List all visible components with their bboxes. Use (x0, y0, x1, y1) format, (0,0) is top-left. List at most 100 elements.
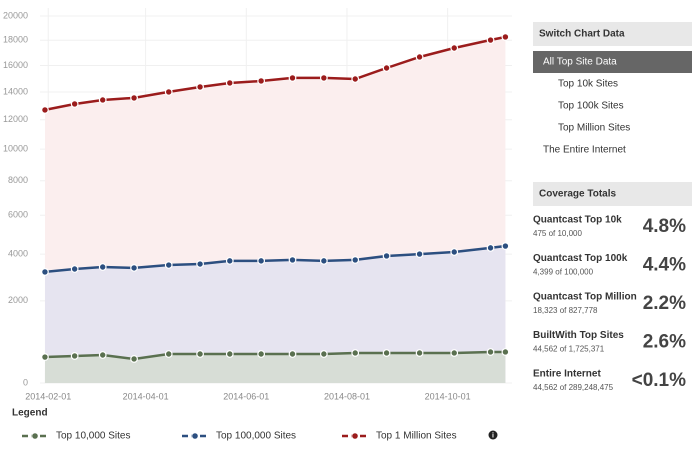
data-point[interactable] (225, 79, 234, 87)
option-selected-bg (533, 51, 692, 73)
data-point[interactable] (351, 349, 360, 357)
data-point[interactable] (70, 100, 79, 108)
data-point[interactable] (98, 351, 107, 359)
data-point[interactable] (501, 33, 510, 41)
chart-option[interactable]: The Entire Internet (543, 145, 626, 156)
data-point[interactable] (130, 94, 138, 102)
y-tick-label: 16000 (3, 60, 28, 70)
legend-swatch-dot (31, 432, 39, 440)
chart-option[interactable]: Top 10k Sites (558, 79, 618, 90)
data-point[interactable] (382, 349, 391, 357)
data-point[interactable] (41, 106, 49, 114)
data-point[interactable] (501, 348, 510, 356)
data-point[interactable] (415, 250, 424, 258)
coverage-name: Entire Internet (533, 369, 601, 380)
data-point[interactable] (164, 350, 173, 358)
x-tick-label: 2014-04-01 (123, 391, 169, 401)
legend-label[interactable]: Top 1 Million Sites (376, 431, 457, 442)
data-point[interactable] (415, 349, 424, 357)
data-point[interactable] (415, 53, 424, 61)
legend-swatch-dot (351, 432, 359, 440)
legend-label[interactable]: Top 10,000 Sites (56, 431, 131, 442)
data-point[interactable] (70, 265, 79, 273)
data-point[interactable] (319, 256, 328, 265)
coverage-name: Quantcast Top 100k (533, 253, 628, 264)
switch-title: Switch Chart Data (539, 29, 625, 40)
series-line (44, 350, 506, 361)
data-point[interactable] (486, 348, 495, 356)
series-line (44, 35, 506, 112)
coverage-detail: 475 of 10,000 (533, 229, 582, 238)
data-point[interactable] (288, 256, 297, 264)
data-point[interactable] (257, 77, 266, 85)
data-point[interactable] (41, 268, 49, 276)
data-point[interactable] (450, 349, 459, 357)
data-point[interactable] (450, 44, 459, 52)
data-point[interactable] (164, 88, 173, 96)
coverage-detail: 44,562 of 289,248,475 (533, 383, 614, 392)
data-point[interactable] (225, 256, 234, 265)
data-point[interactable] (98, 263, 107, 271)
area (44, 246, 506, 383)
coverage-percent: 2.6% (643, 332, 686, 353)
data-point[interactable] (288, 74, 297, 82)
chart-option[interactable]: All Top Site Data (543, 57, 617, 68)
data-point[interactable] (257, 256, 266, 265)
coverage-percent: 2.2% (643, 293, 686, 314)
data-point[interactable] (382, 64, 391, 72)
data-point[interactable] (319, 74, 328, 82)
data-point[interactable] (130, 355, 138, 363)
coverage-name: Quantcast Top 10k (533, 215, 622, 226)
coverage-percent: 4.4% (643, 255, 686, 276)
data-point[interactable] (288, 350, 297, 358)
coverage-title: Coverage Totals (539, 189, 616, 200)
data-point[interactable] (196, 350, 204, 358)
data-point[interactable] (98, 96, 107, 104)
data-point[interactable] (196, 83, 204, 91)
data-point[interactable] (351, 75, 360, 83)
chart-option[interactable]: Top 100k Sites (558, 101, 624, 112)
data-point[interactable] (196, 260, 204, 268)
area (44, 352, 506, 383)
x-tick-label: 2014-02-01 (25, 391, 71, 401)
x-tick-label: 2014-08-01 (324, 391, 370, 401)
data-point[interactable] (41, 353, 49, 361)
data-point[interactable] (501, 242, 510, 250)
coverage-detail: 44,562 of 1,725,371 (533, 345, 605, 354)
data-point[interactable] (486, 243, 495, 252)
y-tick-label: 4000 (8, 248, 28, 258)
data-point[interactable] (164, 261, 173, 269)
coverage-detail: 4,399 of 100,000 (533, 268, 594, 277)
y-tick-label: 8000 (8, 175, 28, 185)
data-point[interactable] (130, 263, 138, 272)
y-tick-label: 6000 (8, 210, 28, 220)
data-point[interactable] (257, 350, 266, 358)
legend-title: Legend (12, 408, 48, 419)
data-point[interactable] (382, 252, 391, 260)
coverage-name: Quantcast Top Million (533, 292, 637, 303)
y-tick-label: 18000 (3, 35, 28, 45)
data-point[interactable] (70, 352, 79, 360)
legend-swatch-dot (191, 432, 199, 440)
y-tick-label: 10000 (3, 143, 28, 153)
legend-label[interactable]: Top 100,000 Sites (216, 431, 296, 442)
data-point[interactable] (450, 248, 459, 256)
y-tick-label: 0 (23, 377, 28, 387)
info-icon[interactable] (488, 430, 498, 440)
switch-header (533, 22, 692, 46)
coverage-detail: 18,323 of 827,778 (533, 306, 598, 315)
coverage-name: BuiltWith Top Sites (533, 330, 624, 341)
y-tick-label: 14000 (3, 86, 28, 96)
data-point[interactable] (225, 350, 234, 358)
data-point[interactable] (351, 256, 360, 264)
data-point[interactable] (319, 350, 328, 358)
coverage-header (533, 182, 692, 206)
y-tick-label: 2000 (8, 295, 28, 305)
info-icon-glyph: i (492, 432, 494, 439)
chart-option[interactable]: Top Million Sites (558, 123, 630, 134)
y-tick-label: 12000 (3, 114, 28, 124)
series-line (44, 244, 506, 274)
data-point[interactable] (486, 36, 495, 44)
x-tick-label: 2014-10-01 (425, 391, 471, 401)
